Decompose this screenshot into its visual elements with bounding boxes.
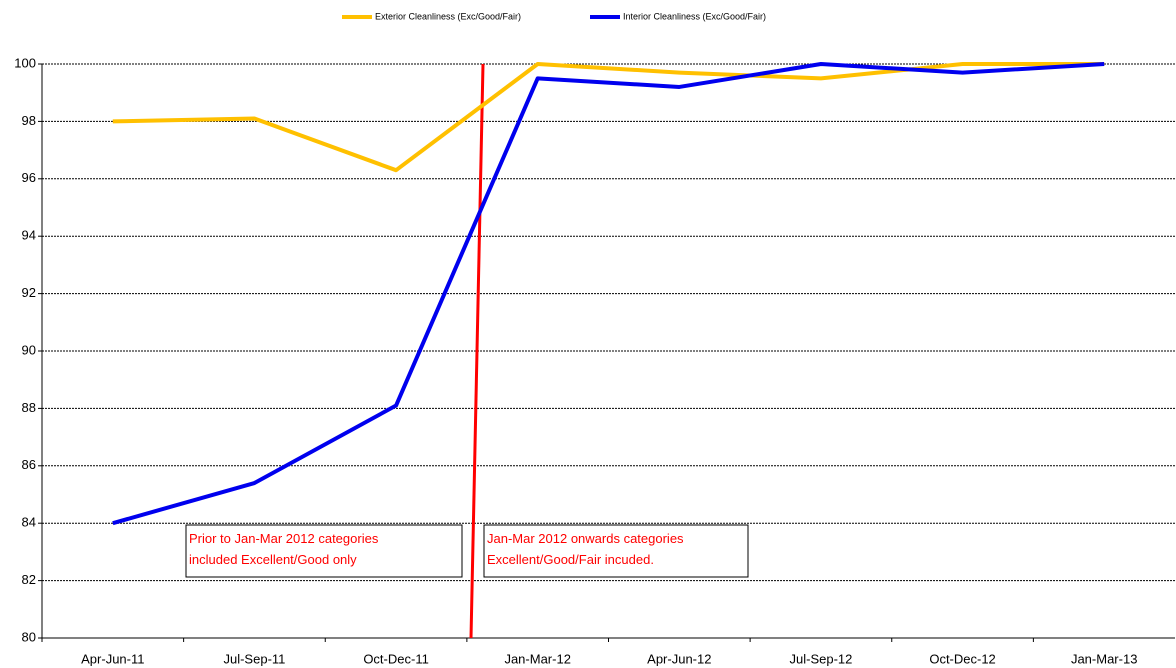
legend-label: Exterior Cleanliness (Exc/Good/Fair) (375, 11, 521, 21)
y-tick-label: 80 (22, 629, 36, 644)
x-tick-label: Jul-Sep-12 (790, 651, 853, 666)
x-tick-label: Oct-Dec-11 (363, 651, 429, 666)
y-tick-label: 88 (22, 400, 36, 415)
x-tick-label: Oct-Dec-12 (929, 651, 995, 666)
y-tick-label: 82 (22, 572, 36, 587)
legend-label: Interior Cleanliness (Exc/Good/Fair) (623, 11, 766, 21)
y-tick-label: 96 (22, 170, 36, 185)
annotation-box (185, 524, 463, 578)
annotation-text: Excellent/Good/Fair incuded. (487, 552, 654, 567)
annotation-box (483, 524, 749, 578)
legend: Exterior Cleanliness (Exc/Good/Fair) Inte… (342, 11, 766, 21)
annotation-text: included Excellent/Good only (189, 552, 357, 567)
y-tick-label: 100 (14, 55, 36, 70)
y-tick-label: 84 (22, 515, 36, 530)
y-tick-label: 92 (22, 285, 36, 300)
x-tick-label: Apr-Jun-12 (647, 651, 711, 666)
y-tick-label: 94 (22, 228, 36, 243)
x-tick-label: Jan-Mar-12 (504, 651, 570, 666)
y-tick-label: 86 (22, 457, 36, 472)
x-tick-label: Jul-Sep-11 (223, 651, 285, 666)
x-tick-label: Jan-Mar-13 (1071, 651, 1137, 666)
series-line (112, 62, 1105, 526)
y-tick-label: 98 (22, 113, 36, 128)
series-line (112, 62, 1105, 173)
annotation-text: Prior to Jan-Mar 2012 categories (189, 531, 379, 546)
x-tick-label: Apr-Jun-11 (81, 651, 144, 666)
divider (469, 63, 485, 639)
annotation-text: Jan-Mar 2012 onwards categories (487, 531, 684, 546)
y-tick-label: 90 (22, 342, 36, 357)
